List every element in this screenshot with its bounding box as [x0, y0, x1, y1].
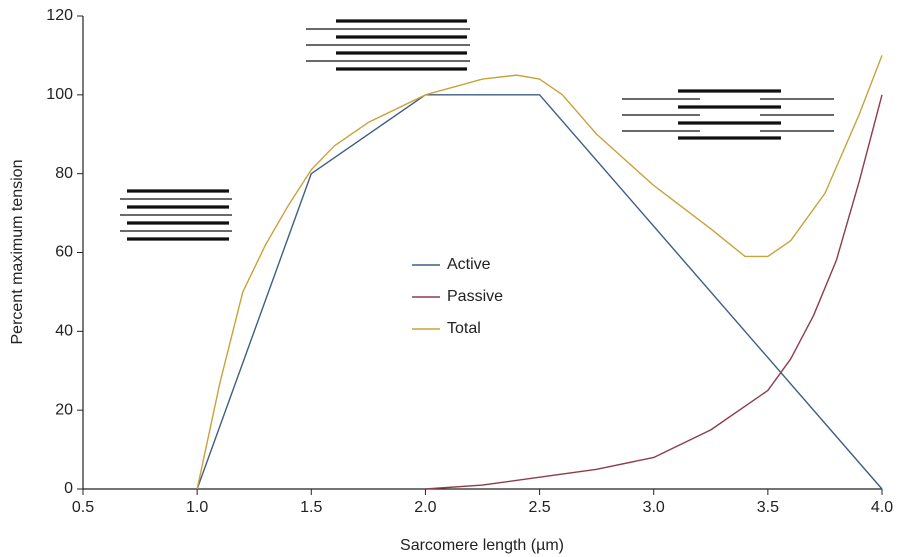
y-tick-label: 20 [55, 401, 73, 418]
x-tick-label: 1.5 [300, 499, 322, 516]
sarcomere-icon [622, 89, 834, 140]
series-line [425, 94, 883, 490]
legend-label: Total [447, 320, 481, 337]
y-axis-label: Percent maximum tension [9, 160, 26, 345]
x-tick-label: 3.0 [643, 499, 665, 516]
sarcomere-icon [306, 19, 470, 71]
x-tick-label: 4.0 [871, 499, 893, 516]
y-tick-label: 80 [55, 165, 73, 182]
x-tick-label: 0.5 [72, 499, 94, 516]
y-tick-label: 100 [46, 86, 73, 103]
x-tick-label: 2.5 [528, 499, 550, 516]
x-tick-label: 3.5 [757, 499, 779, 516]
legend-label: Active [447, 256, 491, 273]
y-tick-label: 120 [46, 7, 73, 24]
series-line [196, 94, 883, 490]
x-axis-label: Sarcomere length (µm) [400, 537, 564, 554]
y-tick-label: 40 [55, 323, 73, 340]
x-tick-label: 1.0 [186, 499, 208, 516]
y-tick-label: 0 [64, 480, 73, 497]
x-tick-label: 2.0 [414, 499, 436, 516]
sarcomere-icon [120, 189, 232, 241]
y-tick-label: 60 [55, 244, 73, 261]
series-line [196, 55, 883, 490]
legend-label: Passive [447, 288, 503, 305]
